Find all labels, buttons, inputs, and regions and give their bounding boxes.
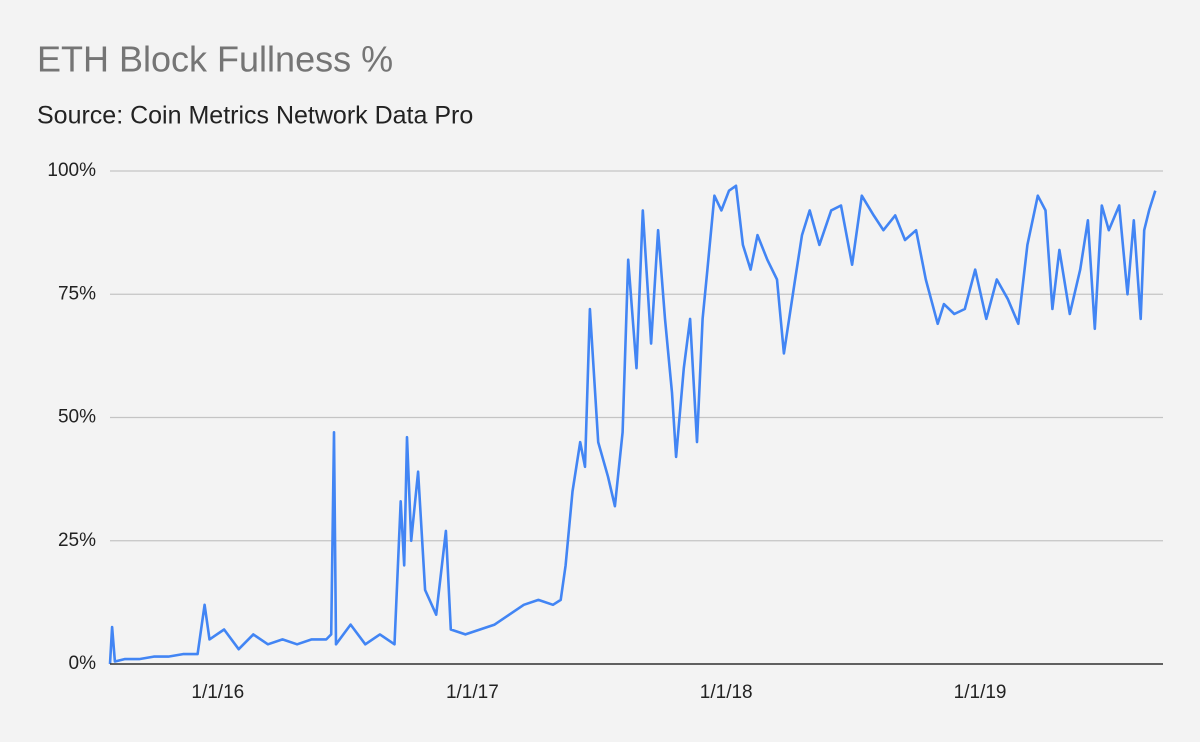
y-tick-label: 75% <box>58 283 96 304</box>
x-tick-label: 1/1/18 <box>700 682 753 703</box>
y-tick-label: 0% <box>69 653 97 674</box>
x-tick-label: 1/1/16 <box>191 682 244 703</box>
x-tick-label: 1/1/17 <box>446 682 499 703</box>
data-line <box>108 184 1157 665</box>
chart-title: ETH Block Fullness % <box>37 39 393 80</box>
x-tick-label: 1/1/19 <box>954 682 1007 703</box>
y-tick-label: 25% <box>58 530 96 551</box>
chart-subtitle: Source: Coin Metrics Network Data Pro <box>37 102 473 130</box>
y-tick-label: 100% <box>47 160 96 181</box>
y-tick-label: 50% <box>58 407 96 428</box>
